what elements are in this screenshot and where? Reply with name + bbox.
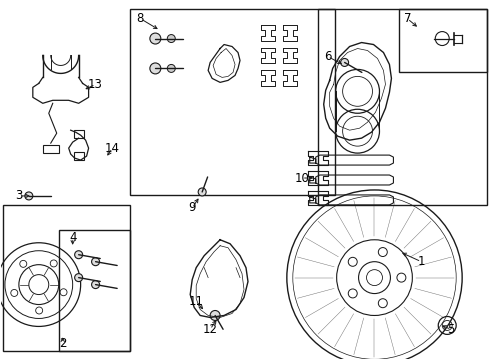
Bar — [318, 9, 487, 205]
Circle shape — [341, 58, 348, 67]
Bar — [3, 205, 130, 351]
Text: 13: 13 — [88, 78, 103, 91]
Circle shape — [198, 188, 206, 196]
Text: 6: 6 — [324, 50, 331, 63]
Text: 9: 9 — [189, 201, 196, 215]
Circle shape — [74, 274, 83, 282]
Bar — [130, 9, 335, 195]
Text: 10: 10 — [294, 171, 309, 185]
Circle shape — [74, 251, 83, 259]
Bar — [399, 9, 487, 72]
Circle shape — [167, 64, 175, 72]
Bar — [59, 230, 130, 351]
Circle shape — [210, 310, 220, 320]
Text: 8: 8 — [137, 12, 144, 25]
Text: 11: 11 — [189, 295, 204, 308]
Circle shape — [25, 192, 33, 200]
Bar — [43, 145, 59, 153]
Text: 5: 5 — [447, 323, 455, 336]
Text: 2: 2 — [59, 337, 67, 350]
Circle shape — [167, 35, 175, 42]
Text: 3: 3 — [15, 189, 23, 202]
Text: 14: 14 — [105, 141, 120, 155]
Circle shape — [92, 258, 99, 266]
Circle shape — [150, 33, 161, 44]
Text: 4: 4 — [69, 231, 76, 244]
Circle shape — [92, 280, 99, 289]
Bar — [74, 152, 84, 160]
Circle shape — [150, 63, 161, 74]
Text: 1: 1 — [417, 255, 425, 268]
Bar — [74, 130, 84, 138]
Text: 7: 7 — [404, 12, 411, 25]
Text: 12: 12 — [203, 323, 218, 336]
